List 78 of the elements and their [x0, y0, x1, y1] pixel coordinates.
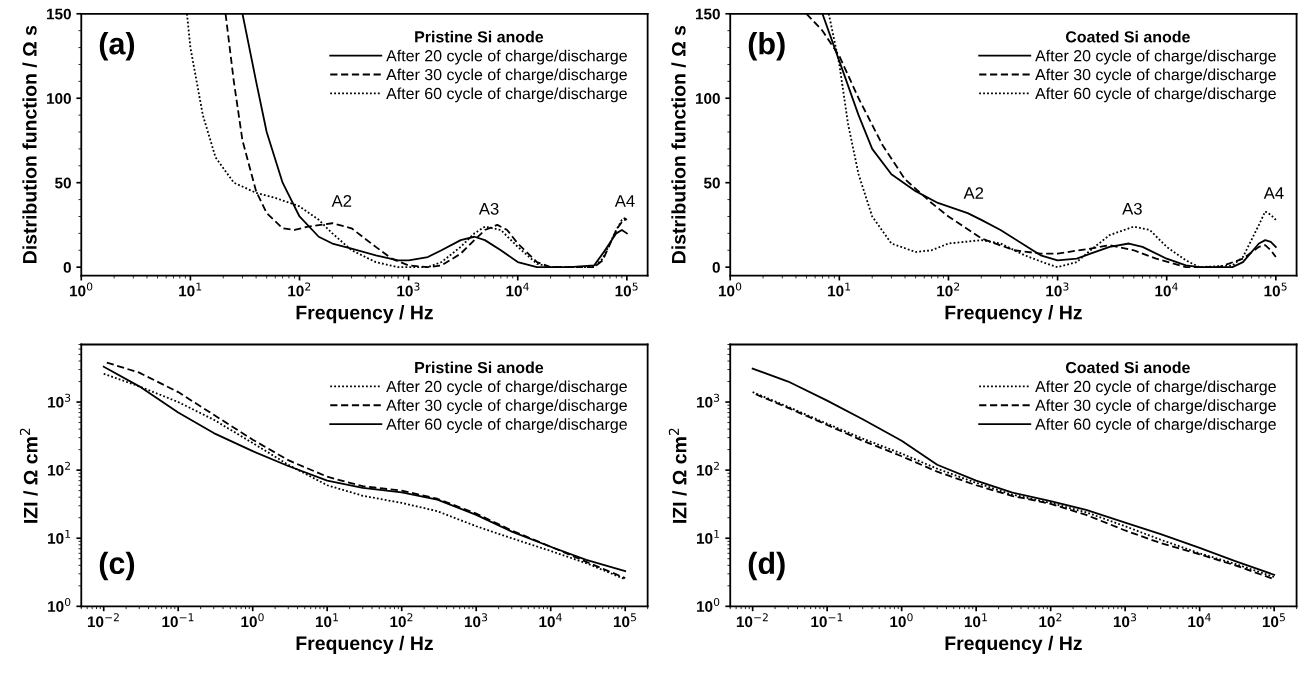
legend-title: Pristine Si anode — [415, 30, 544, 43]
x-tick-label: 10$^{−1}$ — [811, 613, 843, 628]
x-tick-label: 10$^{5}$ — [1262, 613, 1285, 628]
x-tick-label: 10$^{5}$ — [615, 282, 638, 297]
x-tick-label: 10$^{0}$ — [718, 282, 742, 297]
legend-label: After 20 cycle of charge/discharge — [386, 380, 627, 396]
annotation: (b) — [748, 32, 785, 61]
x-tick-label: 10$^{4}$ — [539, 613, 562, 628]
legend-label: After 30 cycle of charge/discharge — [1035, 68, 1276, 84]
y-axis-title: IZI / Ω cm$^{2}$ — [19, 428, 38, 523]
x-tick-label: 10$^{3}$ — [1113, 613, 1137, 628]
x-tick-label: 10$^{−1}$ — [162, 613, 194, 628]
y-tick-label: 10$^{1}$ — [697, 530, 720, 544]
y-tick-label: 10$^{2}$ — [48, 461, 70, 476]
x-tick-label: 10$^{3}$ — [397, 282, 420, 297]
x-tick-label: 10$^{4}$ — [506, 282, 529, 297]
legend-label: After 60 cycle of charge/discharge — [1035, 87, 1276, 103]
y-tick-label: 100 — [695, 93, 720, 104]
annotation: A3 — [1122, 202, 1142, 215]
x-axis-title: Frequency / Hz — [945, 305, 1082, 324]
x-tick-label: 10$^{0}$ — [890, 613, 913, 628]
legend-title: Pristine Si anode — [415, 361, 544, 374]
x-tick-label: 10$^{1}$ — [964, 613, 987, 628]
y-tick-label: 10$^{0}$ — [48, 597, 71, 612]
y-tick-label: 150 — [47, 8, 71, 20]
annotation: (c) — [99, 551, 135, 581]
x-tick-label: 10$^{2}$ — [390, 613, 413, 628]
annotation: (a) — [99, 32, 135, 61]
y-tick-label: 50 — [55, 177, 71, 189]
y-tick-label: 100 — [47, 93, 71, 104]
x-tick-label: 10$^{3}$ — [1046, 282, 1069, 297]
y-tick-label: 10$^{2}$ — [697, 461, 719, 476]
y-tick-label: 10$^{1}$ — [48, 530, 71, 544]
x-tick-label: 10$^{0}$ — [70, 282, 93, 297]
legend-title: Coated Si anode — [1065, 361, 1190, 374]
y-tick-label: 0 — [63, 262, 71, 273]
y-tick-label: 10$^{0}$ — [697, 597, 720, 612]
annotation: A3 — [478, 202, 499, 215]
x-tick-label: 10$^{2}$ — [288, 282, 311, 297]
x-tick-label: 10$^{2}$ — [937, 282, 960, 297]
x-tick-label: 10$^{1}$ — [179, 282, 202, 297]
legend-label: After 60 cycle of charge/discharge — [1035, 418, 1276, 434]
annotation: A2 — [963, 187, 984, 199]
annotation: A4 — [1263, 187, 1284, 199]
x-axis-title: Frequency / Hz — [296, 305, 433, 324]
y-axis-title: Distribution function / Ω s — [22, 25, 37, 263]
x-tick-label: 10$^{2}$ — [1039, 613, 1062, 628]
x-tick-label: 10$^{4}$ — [1188, 613, 1211, 628]
x-tick-label: 10$^{5}$ — [613, 613, 636, 628]
legend-label: After 30 cycle of charge/discharge — [386, 399, 627, 415]
y-tick-label: 10$^{3}$ — [48, 393, 71, 408]
y-tick-label: 0 — [712, 262, 720, 273]
legend-label: After 20 cycle of charge/discharge — [386, 49, 627, 65]
y-tick-label: 10$^{3}$ — [697, 393, 720, 408]
annotation: A4 — [614, 195, 635, 207]
legend-title: Coated Si anode — [1065, 30, 1190, 43]
legend-label: After 20 cycle of charge/discharge — [1035, 49, 1276, 65]
x-tick-label: 10$^{1}$ — [828, 282, 851, 297]
x-tick-label: 10$^{4}$ — [1155, 282, 1178, 297]
annotation: (d) — [748, 551, 785, 581]
x-tick-label: 10$^{1}$ — [315, 613, 338, 628]
x-tick-label: 10$^{3}$ — [464, 613, 488, 628]
x-tick-label: 10$^{−2}$ — [736, 613, 768, 628]
x-axis-title: Frequency / Hz — [296, 635, 433, 654]
x-tick-label: 10$^{5}$ — [1264, 282, 1287, 297]
annotation: A2 — [331, 195, 352, 207]
legend-label: After 30 cycle of charge/discharge — [386, 68, 627, 84]
legend-label: After 20 cycle of charge/discharge — [1035, 380, 1276, 396]
y-axis-title: Distribution function / Ω s — [671, 25, 686, 263]
legend-label: After 30 cycle of charge/discharge — [1035, 399, 1276, 415]
x-tick-label: 10$^{−2}$ — [87, 613, 119, 628]
x-tick-label: 10$^{0}$ — [241, 613, 264, 628]
y-tick-label: 50 — [703, 177, 720, 189]
y-tick-label: 150 — [695, 8, 720, 20]
legend-label: After 60 cycle of charge/discharge — [386, 418, 627, 434]
x-axis-title: Frequency / Hz — [945, 635, 1082, 654]
y-axis-title: IZI / Ω cm$^{2}$ — [668, 428, 687, 523]
legend-label: After 60 cycle of charge/discharge — [386, 87, 627, 103]
